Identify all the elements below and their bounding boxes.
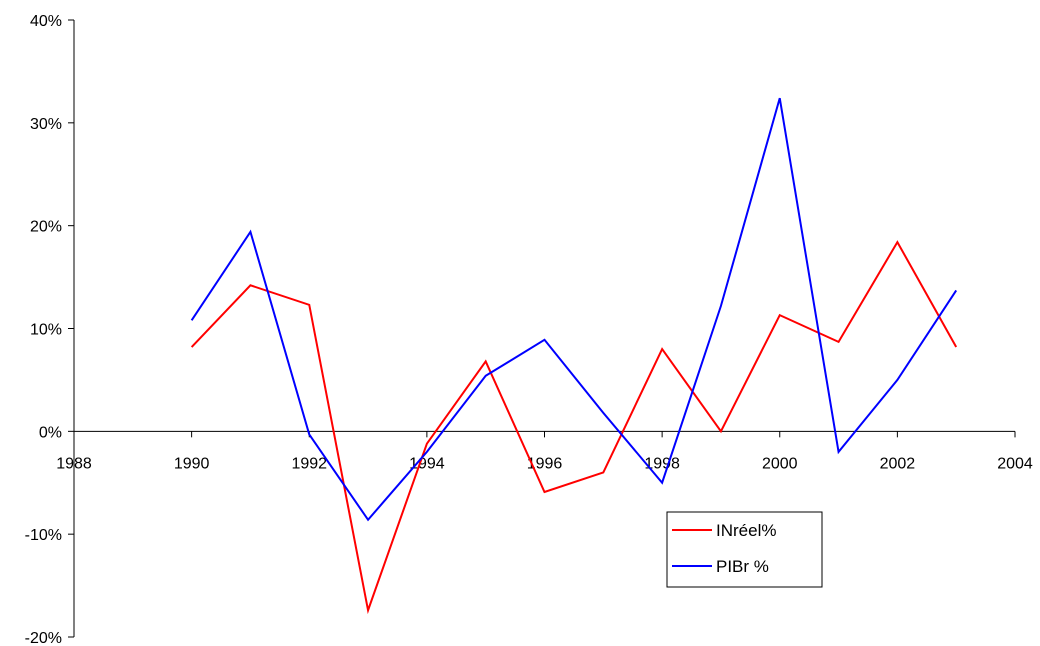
x-tick-labels: 1988 1990 1992 1994 1996 1998 2000 2002 2004 xyxy=(56,455,1033,472)
y-tick-label: 30% xyxy=(30,116,62,133)
y-tick-label: 0% xyxy=(39,424,62,441)
x-tick-label: 1994 xyxy=(409,455,445,472)
legend-label-inreel: INréel% xyxy=(716,521,776,540)
series-line-pibr xyxy=(190,97,958,522)
y-tick-label: -10% xyxy=(25,527,62,544)
x-tick-label: 2002 xyxy=(880,455,916,472)
y-tick-label: -20% xyxy=(25,630,62,646)
x-tick-label: 1992 xyxy=(291,455,327,472)
series-line-inreel xyxy=(190,240,958,615)
legend-box xyxy=(666,511,823,588)
x-tick-label: 1990 xyxy=(174,455,210,472)
y-tick-label: 10% xyxy=(30,322,62,339)
x-tick-label: 2000 xyxy=(762,455,798,472)
x-tick-label: 1998 xyxy=(644,455,680,472)
y-tick-labels: -20% -10% 0% 10% 20% 30% 40% xyxy=(25,13,62,646)
y-tick-label: 40% xyxy=(30,13,62,30)
x-tick-label: 1988 xyxy=(56,455,92,472)
legend: INréel% PIBr % xyxy=(666,511,823,588)
x-tick-label: 1996 xyxy=(527,455,563,472)
x-tick-label: 2004 xyxy=(997,455,1033,472)
y-tick-label: 20% xyxy=(30,219,62,236)
series-lines xyxy=(190,97,958,615)
legend-label-pibr: PIBr % xyxy=(716,557,769,576)
